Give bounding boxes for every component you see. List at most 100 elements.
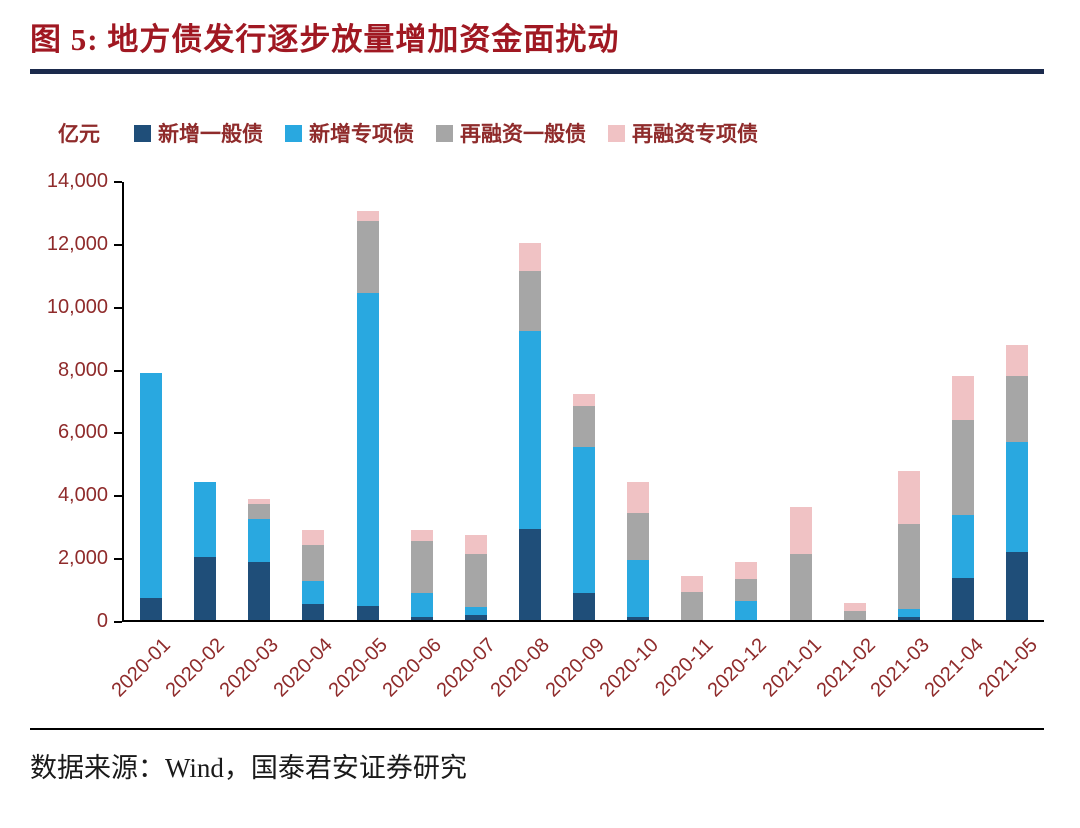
x-label-slot: 2021-03 xyxy=(867,622,935,722)
legend-swatch-icon xyxy=(608,124,625,142)
x-label-slot: 2020-07 xyxy=(433,622,501,722)
data-source: 数据来源：Wind，国泰君安证券研究 xyxy=(30,753,467,783)
bar-segment xyxy=(573,406,596,448)
y-axis-tick-label: 0 xyxy=(96,610,108,632)
legend-label: 新增专项债 xyxy=(309,123,414,146)
bar-segment xyxy=(573,593,596,620)
y-axis-tick-label: 6,000 xyxy=(57,421,108,444)
bar-segment xyxy=(627,560,650,617)
bar-segment xyxy=(789,506,812,554)
bar-slot xyxy=(232,182,286,620)
x-label-slot: 2020-08 xyxy=(487,622,556,722)
bar-segment xyxy=(1006,552,1029,620)
x-label-slot: 2020-02 xyxy=(161,622,230,722)
stacked-bar-2021-04 xyxy=(951,376,974,620)
bar-segment xyxy=(518,242,541,272)
bar-segment xyxy=(302,604,325,620)
bar-segment xyxy=(735,601,758,620)
bar-segment xyxy=(897,470,920,525)
bar-slot xyxy=(990,182,1044,620)
x-label-slot: 2020-05 xyxy=(324,622,393,722)
legend-label: 再融资一般债 xyxy=(460,123,586,146)
figure-title: 图 5: 地方债发行逐步放量增加资金面扰动 xyxy=(30,22,620,57)
legend-label: 新增一般债 xyxy=(158,123,263,146)
x-label-slot: 2021-01 xyxy=(758,622,827,722)
stacked-bar-2021-02 xyxy=(843,602,866,620)
bar-segment xyxy=(140,373,163,598)
bar-segment xyxy=(140,598,163,620)
bar-segment xyxy=(410,530,433,542)
legend-label: 再融资专项债 xyxy=(632,123,758,146)
title-divider xyxy=(30,69,1044,74)
bar-segment xyxy=(735,579,758,602)
y-axis-tick-mark xyxy=(114,306,122,309)
bar-segment xyxy=(356,220,379,294)
stacked-bar-2020-08 xyxy=(518,242,541,620)
bar-segment xyxy=(518,271,541,331)
y-axis: 0 2,000 4,000 6,000 8,000 10,000 12,000 14,000 xyxy=(30,170,122,632)
x-axis-tick-label: 2020-01 xyxy=(107,634,175,702)
bar-segment xyxy=(302,544,325,581)
bar-segment xyxy=(573,447,596,594)
bar-segment xyxy=(356,211,379,221)
bar-slot xyxy=(449,182,503,620)
bar-segment xyxy=(248,503,271,520)
bar-slot xyxy=(395,182,449,620)
bar-segment xyxy=(951,376,974,421)
bar-segment xyxy=(356,293,379,606)
y-axis-tick-label: 2,000 xyxy=(57,547,108,570)
bar-slot xyxy=(828,182,882,620)
bar-slot xyxy=(665,182,719,620)
plot-area xyxy=(122,182,1044,622)
y-axis-tick-mark xyxy=(114,181,122,183)
x-label-slot: 2021-05 xyxy=(975,622,1044,722)
bar-segment xyxy=(843,610,866,620)
stacked-bar-2020-12 xyxy=(735,561,758,620)
y-axis-tick-mark xyxy=(114,432,122,435)
x-label-slot: 2020-01 xyxy=(107,622,176,722)
bar-segment xyxy=(410,593,433,617)
legend-swatch-icon xyxy=(134,124,151,142)
stacked-bar-2020-02 xyxy=(194,481,217,620)
y-axis-unit-label: 亿元 xyxy=(58,123,100,146)
bar-segment xyxy=(356,605,379,620)
x-label-slot: 2020-12 xyxy=(704,622,773,722)
stacked-bar-2021-05 xyxy=(1006,345,1029,620)
x-label-slot: 2021-02 xyxy=(812,622,881,722)
bar-slot xyxy=(503,182,557,620)
stacked-bar-2020-03 xyxy=(248,499,271,620)
x-axis-labels: 2020-01 2020-02 2020-03 2020-04 2020-05 2020-… xyxy=(107,622,1044,722)
y-axis-tick-mark xyxy=(114,558,122,561)
bar-segment xyxy=(627,513,650,561)
bar-segment xyxy=(194,481,217,558)
bar-segment xyxy=(897,609,920,617)
x-label-slot: 2020-10 xyxy=(595,622,664,722)
bar-segment xyxy=(410,616,433,620)
y-axis-tick-mark xyxy=(114,621,122,623)
bar-segment xyxy=(789,554,812,620)
bar-segment xyxy=(1006,442,1029,553)
chart-header-row: 亿元 新增一般债 新增专项债 再融资一般债 再融资专项债 xyxy=(30,118,1044,148)
stacked-bar-chart: 0 2,000 4,000 6,000 8,000 10,000 12,000 14,000 xyxy=(30,170,1044,632)
y-axis-tick-label: 10,000 xyxy=(46,295,108,318)
bar-segment xyxy=(194,557,217,620)
bar-slot xyxy=(774,182,828,620)
bar-slot xyxy=(719,182,773,620)
bar-segment xyxy=(951,420,974,515)
stacked-bar-2020-10 xyxy=(627,481,650,620)
bar-segment xyxy=(464,554,487,608)
bar-segment xyxy=(627,616,650,620)
legend-swatch-icon xyxy=(285,124,302,142)
bar-segment xyxy=(464,535,487,555)
bar-segment xyxy=(681,591,704,620)
bar-slot xyxy=(341,182,395,620)
bar-segment xyxy=(681,576,704,592)
stacked-bar-2020-05 xyxy=(356,211,379,620)
stacked-bar-2020-06 xyxy=(410,530,433,620)
bar-segment xyxy=(1006,345,1029,377)
stacked-bar-2020-09 xyxy=(573,393,596,620)
x-label-slot: 2020-11 xyxy=(651,622,718,722)
stacked-bar-2020-11 xyxy=(681,576,704,620)
bars-container xyxy=(124,182,1044,620)
